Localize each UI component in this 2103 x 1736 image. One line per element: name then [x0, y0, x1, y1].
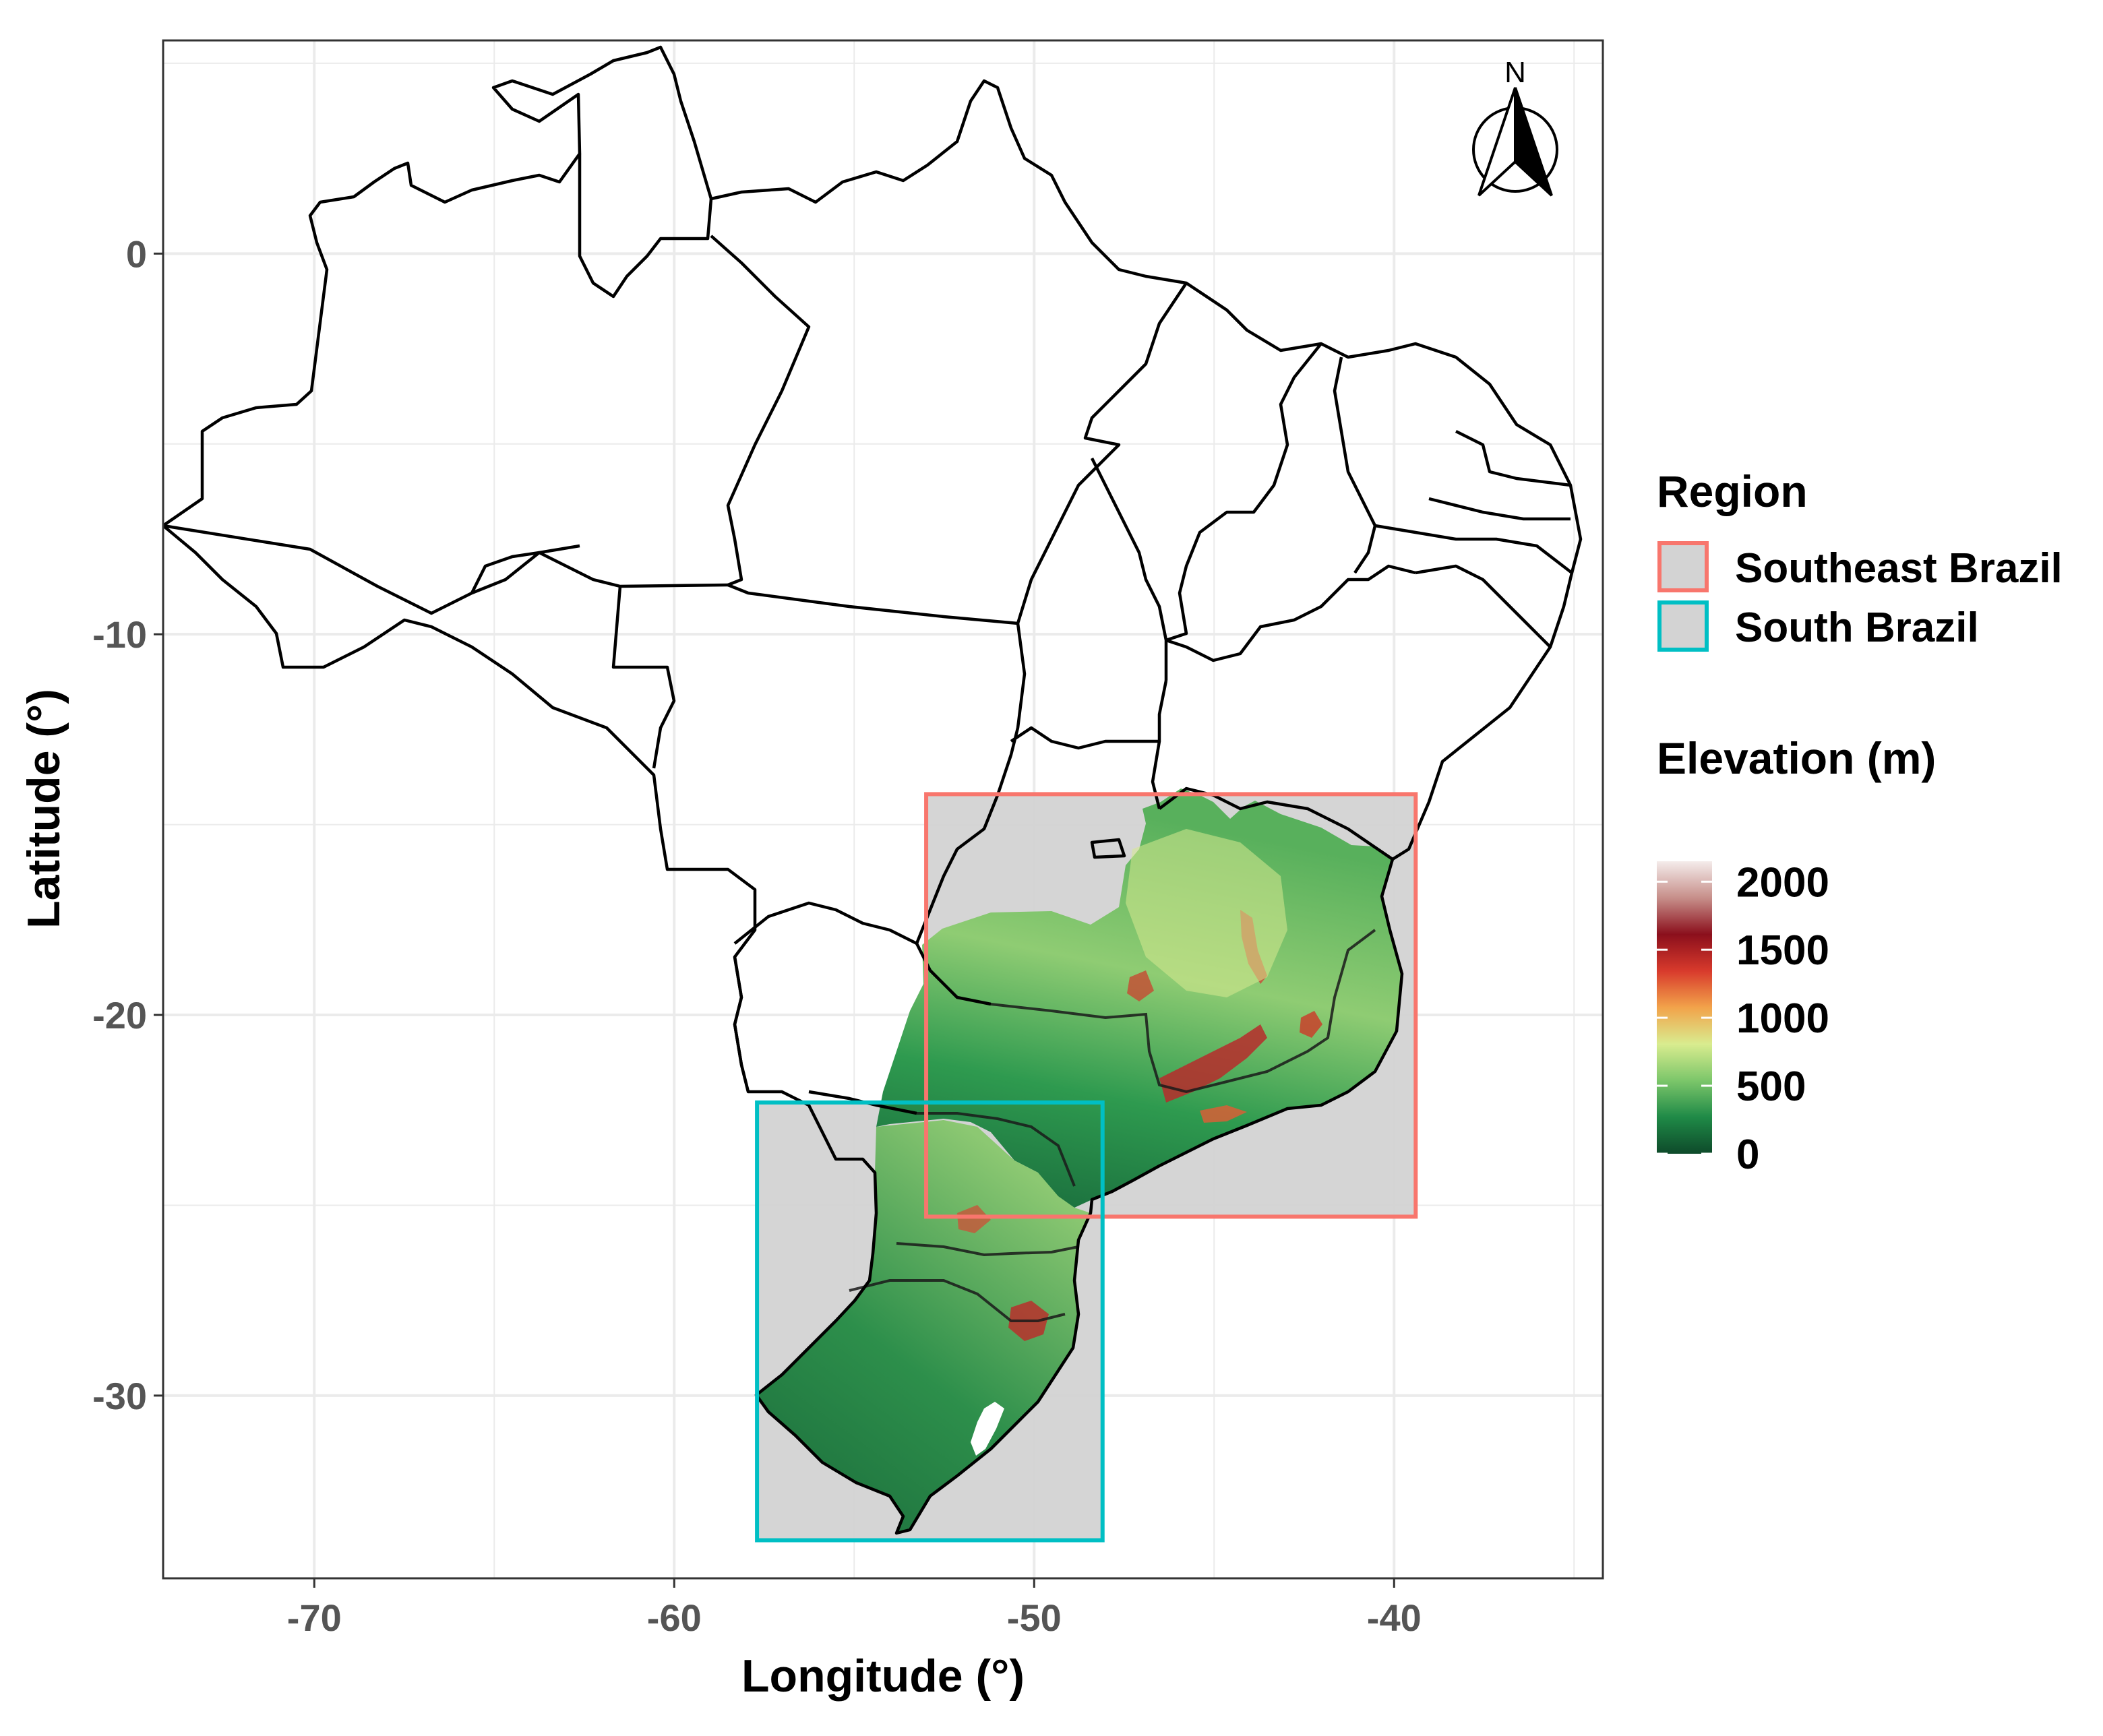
elevation-tick-label: 1500 [1736, 927, 1829, 974]
border-mt-ms [733, 901, 918, 946]
region-legend-label: South Brazil [1735, 604, 1979, 651]
region-legend-key [1657, 600, 1709, 652]
terrain-south [756, 1120, 1091, 1533]
border-am-pa [710, 235, 811, 587]
border-mg-sp [990, 929, 1376, 1094]
highland-serra-mar [1200, 1105, 1247, 1123]
border-ma-pi [1165, 342, 1322, 642]
region-legend-key [1657, 541, 1709, 592]
y-tick-label: -30 [92, 1375, 147, 1417]
elevation-tick-label: 2000 [1736, 859, 1829, 906]
border-ac-am [163, 524, 580, 615]
border-df [1090, 838, 1126, 859]
north-arrow-right [1514, 87, 1553, 197]
y-tick-label: 0 [126, 232, 147, 275]
border-sc-rs [849, 1279, 1066, 1322]
border-ms-mt-west [733, 956, 750, 1092]
region-legend: Region Southeast Brazil South Brazil [1657, 466, 2063, 652]
north-arrow-label: N [1504, 56, 1526, 89]
y-axis: 0 -10 -20 -30 [92, 232, 163, 1417]
y-axis-title: Latitude (°) [18, 689, 69, 929]
border-pb-pe [1428, 497, 1571, 521]
border-mg-ba [1158, 786, 1394, 861]
x-axis-title: Longitude (°) [741, 1650, 1025, 1702]
border-go-ba [1151, 741, 1161, 809]
border-ro-mt [611, 586, 676, 769]
border-mt-go [915, 623, 1027, 944]
north-arrow: N [1472, 56, 1558, 197]
border-ce-rn [1455, 429, 1571, 487]
light-plateau [1126, 829, 1287, 997]
region-outlines [755, 792, 1418, 1543]
border-pa-mt [727, 583, 1018, 625]
x-tick-label: -60 [647, 1596, 702, 1639]
border-pi-ba [1165, 564, 1416, 662]
border-ba-se [1415, 564, 1552, 648]
border-pr-sp [917, 1112, 1076, 1187]
x-tick-label: -70 [287, 1596, 342, 1639]
region-legend-label: Southeast Brazil [1735, 545, 2063, 592]
border-to-ma [1090, 457, 1168, 681]
elevation-tick-label: 1000 [1736, 995, 1829, 1042]
x-axis: -70 -60 -50 -40 [287, 1578, 1422, 1639]
border-am-rr [578, 154, 713, 299]
elevation-legend: Elevation (m) 0 500 1000 1500 2000 [1657, 733, 1936, 1178]
border-am-ro [470, 551, 729, 594]
highland-caparao [1300, 1011, 1322, 1038]
border-pi-ce [1333, 356, 1377, 574]
x-tick-label: -40 [1367, 1596, 1422, 1639]
elevation-tick-label: 0 [1736, 1132, 1759, 1178]
highland-parana [957, 1205, 991, 1233]
state-boundaries [163, 45, 1583, 1535]
region-box-outline [924, 792, 1418, 1219]
y-tick-label: -10 [92, 613, 147, 656]
panel-border [162, 39, 1604, 1580]
border-pe-al [1374, 524, 1573, 574]
y-tick-label: -20 [92, 994, 147, 1036]
lagoa-dos-patos [971, 1402, 1004, 1456]
elevation-colorbar [1657, 861, 1712, 1154]
border-to-go [1010, 680, 1168, 750]
x-tick-label: -50 [1007, 1596, 1062, 1639]
elevation-terrain [756, 788, 1402, 1533]
border-pr-sc [896, 1242, 1079, 1257]
region-box-outline [755, 1100, 1105, 1543]
highland-canastra [1127, 970, 1154, 1001]
elevation-legend-title: Elevation (m) [1657, 733, 1936, 783]
highland-mantiqueira [1159, 1024, 1267, 1103]
region-legend-title: Region [1657, 466, 1808, 516]
border-go-ms [915, 942, 992, 1006]
brazil-outline [163, 45, 1583, 1535]
elevation-tick-label: 500 [1736, 1063, 1806, 1110]
border-pa-to [1016, 282, 1188, 624]
